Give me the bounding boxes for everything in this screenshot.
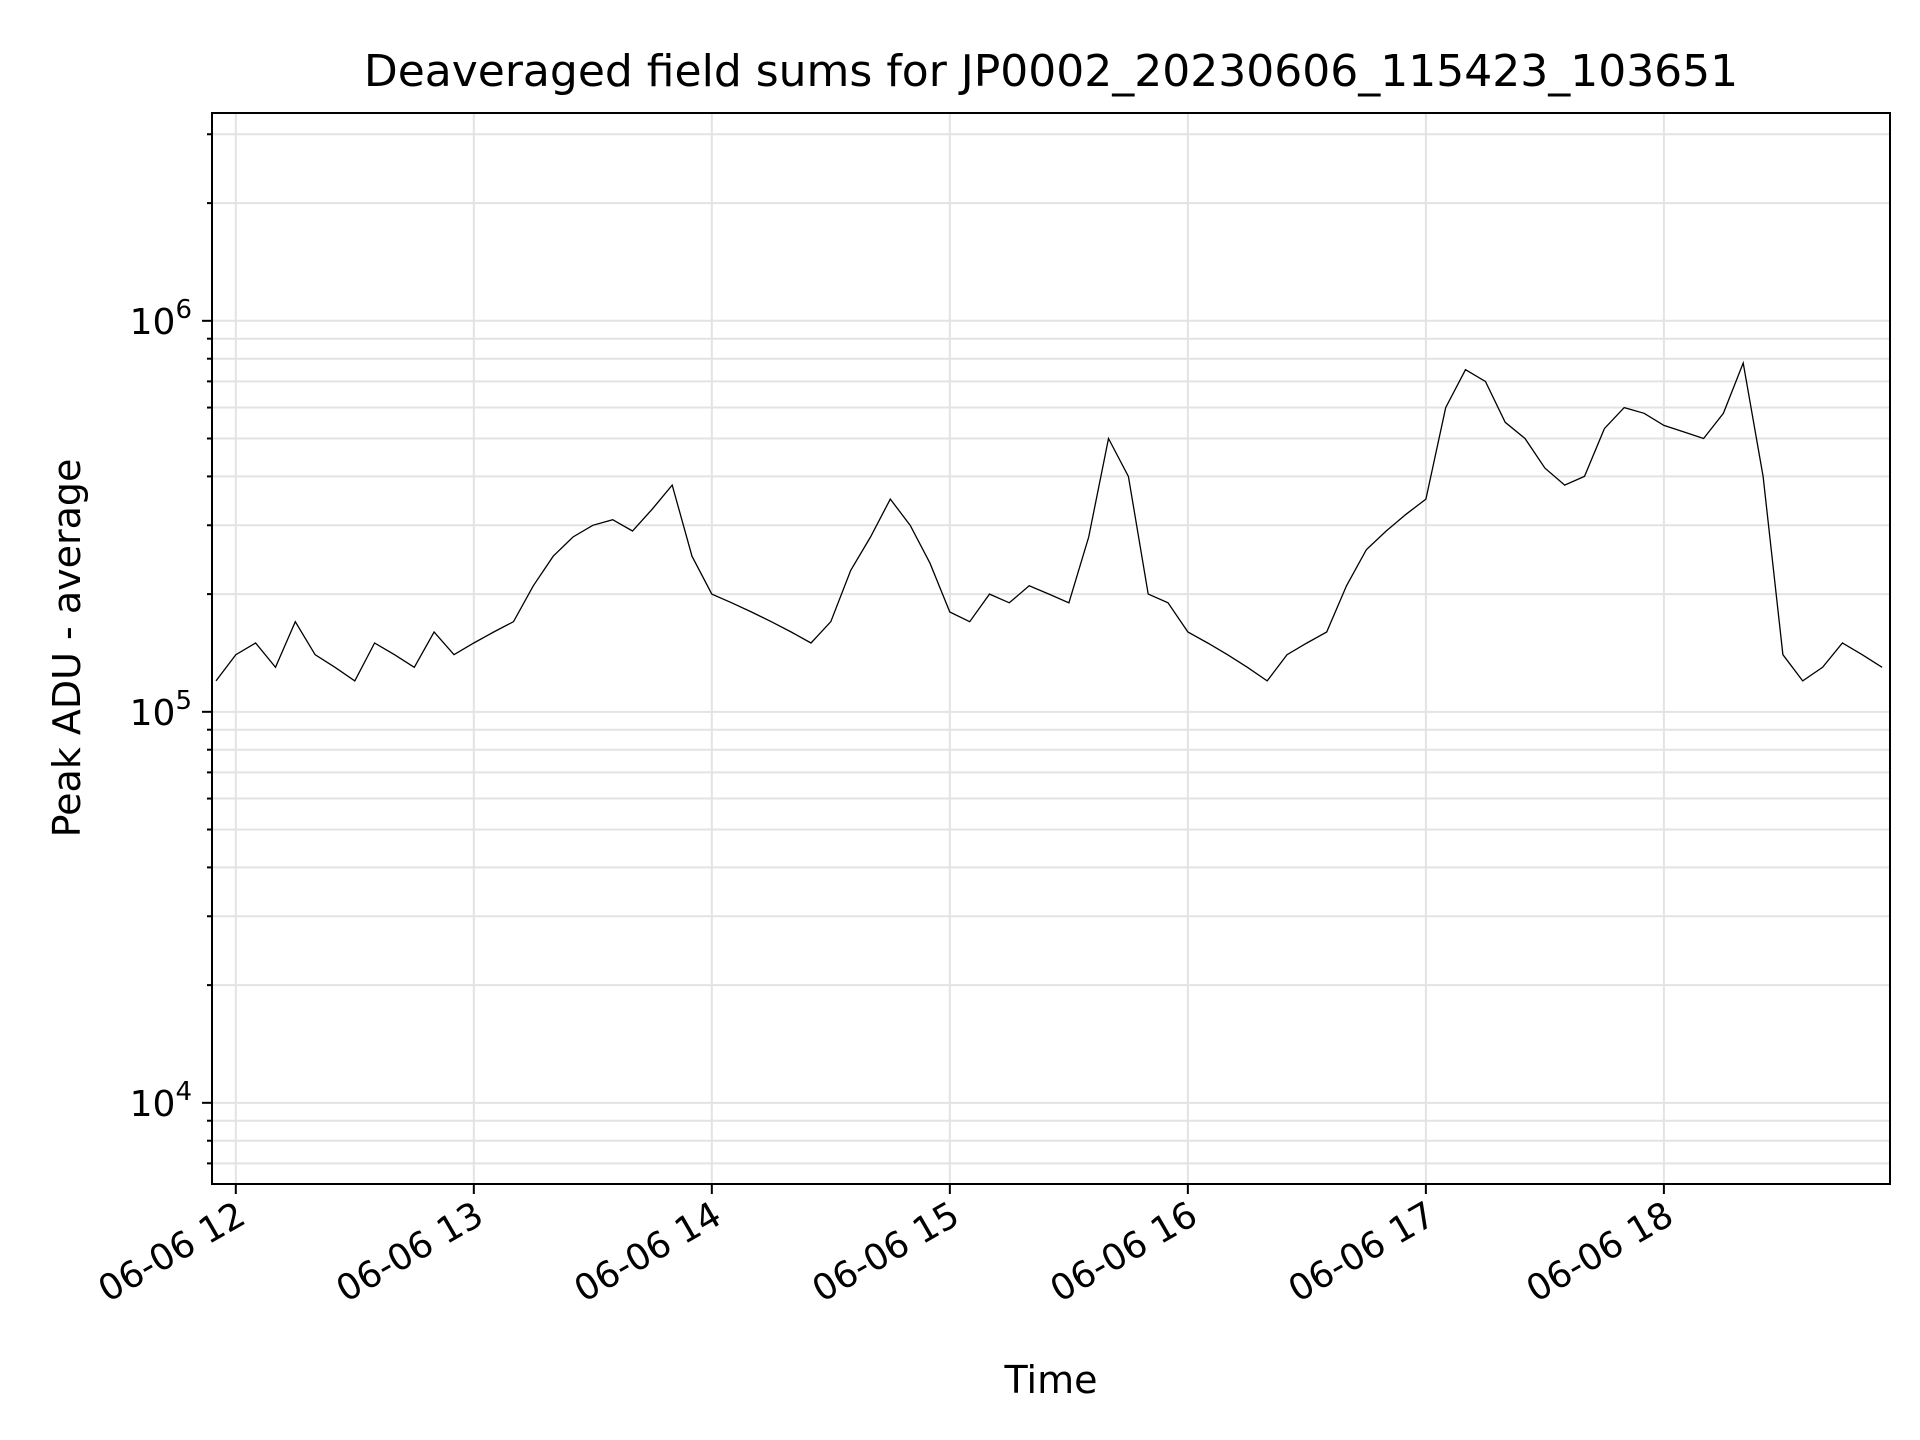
x-axis-ticks: 06-06 12 06-06 13 06-06 14 06-06 15 06-06 16… xyxy=(92,1184,1681,1311)
y-tick-label: 104 xyxy=(130,1077,192,1125)
x-axis-label: Time xyxy=(1004,1358,1098,1402)
x-tick-label: 06-06 17 xyxy=(1282,1194,1443,1310)
series-line xyxy=(215,360,1883,682)
x-tick-label: 06-06 14 xyxy=(568,1194,729,1310)
grid xyxy=(212,113,1890,1184)
x-tick-label: 06-06 18 xyxy=(1520,1194,1681,1310)
y-axis-ticks: 104 105 106 xyxy=(130,133,212,1165)
y-tick-label: 105 xyxy=(130,686,192,734)
x-tick-label: 06-06 15 xyxy=(806,1194,967,1310)
y-axis-label: Peak ADU - average xyxy=(45,459,89,838)
x-tick-label: 06-06 13 xyxy=(330,1194,491,1310)
plot-frame xyxy=(211,112,1891,1185)
x-tick-label: 06-06 12 xyxy=(92,1194,253,1310)
chart-title: Deaveraged field sums for JP0002_2023060… xyxy=(364,46,1738,97)
x-tick-label: 06-06 16 xyxy=(1044,1194,1205,1310)
y-tick-label: 106 xyxy=(130,295,192,343)
